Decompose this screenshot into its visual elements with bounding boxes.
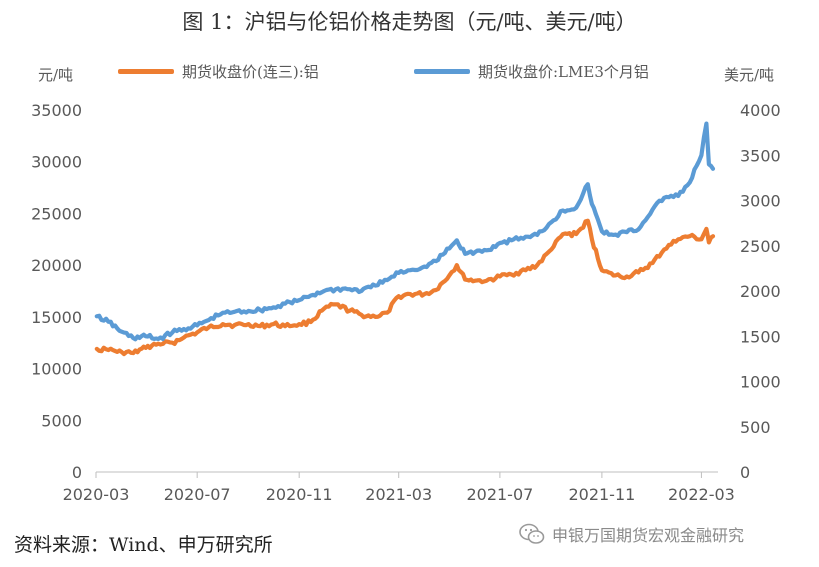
y-left-tick-label: 0 [72, 463, 82, 482]
y-left-tick-label: 15000 [31, 308, 82, 327]
chart-title: 图 1：沪铝与伦铝价格走势图（元/吨、美元/吨） [182, 10, 637, 34]
left-axis-unit: 元/吨 [38, 66, 74, 84]
y-right-tick-label: 3000 [740, 192, 781, 211]
y-right-tick-label: 0 [740, 463, 750, 482]
legend-swatch-shfe [118, 69, 174, 74]
x-tick-label: 2021-03 [365, 485, 432, 504]
watermark: 申银万国期货宏观金融研究 [518, 520, 744, 548]
y-left-tick-label: 20000 [31, 256, 82, 275]
y-right-tick-label: 2500 [740, 237, 781, 256]
series-line-lme-aluminum [94, 121, 716, 342]
y-right-tick-label: 4000 [740, 101, 781, 120]
legend-item-shfe: 期货收盘价(连三):铝 [118, 61, 319, 82]
source-note: 资料来源：Wind、申万研究所 [14, 534, 273, 556]
y-left-tick-label: 10000 [31, 360, 82, 379]
x-tick-label: 2021-07 [466, 485, 533, 504]
y-left-tick-label: 35000 [31, 101, 82, 120]
y-right-tick-label: 1000 [740, 373, 781, 392]
legend-label-shfe: 期货收盘价(连三):铝 [182, 63, 319, 81]
y-right-tick-label: 3500 [740, 146, 781, 165]
series-group [94, 121, 716, 357]
y-right-tick-label: 1500 [740, 327, 781, 346]
y-left-tick-label: 25000 [31, 204, 82, 223]
wechat-icon [519, 523, 545, 544]
y-right-tick-label: 2000 [740, 282, 781, 301]
legend-swatch-lme [414, 69, 470, 74]
x-tick-label: 2022-03 [668, 485, 735, 504]
legend-label-lme: 期货收盘价:LME3个月铝 [478, 63, 649, 81]
x-tick-label: 2020-11 [266, 485, 333, 504]
right-axis-unit: 美元/吨 [724, 66, 775, 84]
series-line-shfe-aluminum [94, 218, 716, 357]
y-right-tick-label: 500 [740, 418, 771, 437]
x-tick-label: 2020-07 [164, 485, 231, 504]
y-left-tick-label: 5000 [41, 411, 82, 430]
watermark-text: 申银万国期货宏观金融研究 [552, 526, 745, 545]
axes-group: 0 5000 10000 15000 20000 25000 30000 35000 0 500 1… [31, 101, 781, 504]
legend-item-lme: 期货收盘价:LME3个月铝 [414, 61, 649, 82]
x-tick-label: 2020-03 [63, 485, 130, 504]
x-tick-label: 2021-11 [568, 485, 635, 504]
y-left-tick-label: 30000 [31, 153, 82, 172]
